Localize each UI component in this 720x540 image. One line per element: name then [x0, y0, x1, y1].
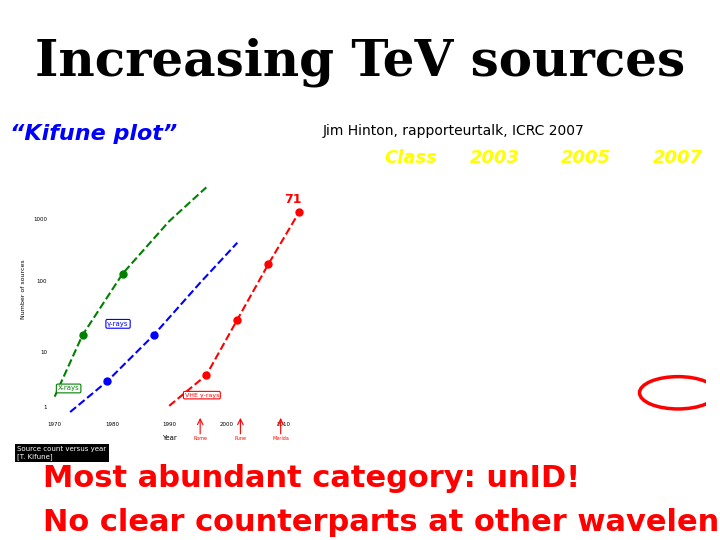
Text: 7: 7 [672, 230, 684, 248]
Text: 1970: 1970 [48, 422, 62, 427]
Text: 2: 2 [489, 384, 500, 402]
Text: 1: 1 [489, 191, 500, 210]
Text: 71: 71 [284, 193, 301, 206]
Text: 0: 0 [489, 268, 500, 286]
Text: Class: Class [384, 149, 437, 167]
Text: Binary: Binary [384, 268, 442, 286]
Text: γ-rays: γ-rays [107, 321, 129, 327]
Text: Increasing TeV sources: Increasing TeV sources [35, 38, 685, 87]
Text: 1990: 1990 [162, 422, 176, 427]
Text: VHE γ-rays: VHE γ-rays [185, 393, 219, 397]
Text: PWN: PWN [384, 191, 426, 210]
Bar [52, 166, 315, 418]
Text: 3: 3 [580, 230, 592, 248]
Text: 1000: 1000 [33, 217, 47, 222]
Text: 2: 2 [489, 230, 500, 248]
Text: 71!: 71! [660, 422, 696, 441]
Text: 11: 11 [575, 345, 598, 363]
Text: 19: 19 [667, 345, 690, 363]
Text: 0: 0 [489, 307, 500, 325]
Text: Total: Total [384, 422, 438, 441]
Text: Pune: Pune [235, 436, 246, 441]
Text: Jim Hinton, rapporteurtalk, ICRC 2007: Jim Hinton, rapporteurtalk, ICRC 2007 [323, 124, 585, 138]
Text: 2003: 2003 [469, 149, 519, 167]
Text: 100: 100 [37, 279, 47, 284]
Text: 2: 2 [580, 307, 592, 325]
Text: 2007: 2007 [653, 149, 703, 167]
Text: 18: 18 [667, 191, 690, 210]
Text: 2: 2 [672, 307, 684, 325]
Text: 2010: 2010 [276, 422, 291, 427]
Text: 12: 12 [481, 422, 508, 441]
Text: Most abundant category: unID!: Most abundant category: unID! [43, 464, 580, 494]
Text: 2000: 2000 [220, 422, 233, 427]
Text: 2005: 2005 [562, 149, 611, 167]
Text: Rome: Rome [193, 436, 207, 441]
Text: UnId: UnId [384, 384, 426, 402]
Text: No clear counterparts at other wavelengths: No clear counterparts at other wavelengt… [43, 508, 720, 537]
Text: 33: 33 [573, 422, 600, 441]
Text: 2: 2 [580, 268, 592, 286]
Text: 7: 7 [489, 345, 500, 363]
Text: 1980: 1980 [105, 422, 119, 427]
Text: 21: 21 [667, 384, 690, 402]
Text: Diffuse: Diffuse [384, 307, 448, 325]
Text: SNR: SNR [384, 230, 422, 248]
Text: Merida: Merida [272, 436, 289, 441]
Text: Number of sources: Number of sources [21, 259, 26, 319]
Text: 1: 1 [43, 405, 47, 410]
Text: 4: 4 [672, 268, 684, 286]
Text: AGN: AGN [384, 345, 424, 363]
Text: X-rays: X-rays [58, 386, 79, 392]
Text: Source count versus year
[T. Kifune]: Source count versus year [T. Kifune] [17, 446, 107, 460]
Text: “Kifune plot”: “Kifune plot” [10, 124, 177, 144]
Text: 6: 6 [580, 384, 592, 402]
Text: Year: Year [162, 435, 176, 441]
Text: 10: 10 [40, 349, 47, 355]
Text: 6: 6 [580, 191, 592, 210]
